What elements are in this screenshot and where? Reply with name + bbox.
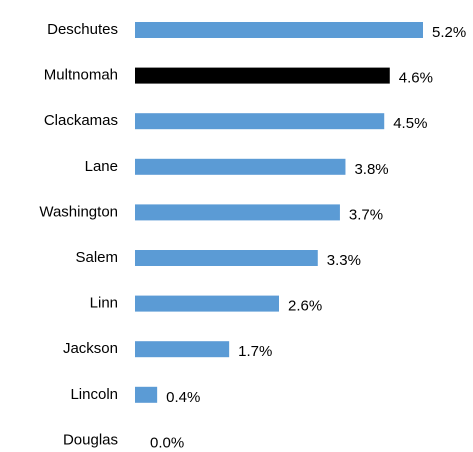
bar xyxy=(135,113,385,130)
value-label: 4.5% xyxy=(393,115,427,132)
value-label: 0.4% xyxy=(166,389,200,406)
category-label: Multnomah xyxy=(44,67,118,84)
bar xyxy=(135,67,390,84)
value-label: 3.3% xyxy=(327,252,361,269)
category-label: Lane xyxy=(85,158,118,175)
category-label: Douglas xyxy=(63,431,118,448)
value-label: 4.6% xyxy=(399,70,433,87)
category-label: Lincoln xyxy=(70,386,118,403)
category-label: Linn xyxy=(90,295,118,312)
value-label: 5.2% xyxy=(432,24,466,41)
bar xyxy=(135,22,423,38)
value-label: 2.6% xyxy=(288,298,322,315)
bar xyxy=(135,250,318,266)
category-label: Jackson xyxy=(63,340,118,357)
bar xyxy=(135,341,230,358)
category-label: Salem xyxy=(75,249,118,266)
value-label: 3.8% xyxy=(354,161,388,178)
value-label: 1.7% xyxy=(238,343,272,360)
bar xyxy=(135,204,340,221)
category-label: Clackamas xyxy=(44,112,118,129)
bar xyxy=(135,158,346,175)
category-label: Deschutes xyxy=(47,21,118,38)
value-label: 0.0% xyxy=(150,434,184,451)
bar xyxy=(135,386,158,403)
category-label: Washington xyxy=(39,203,118,220)
bar xyxy=(135,295,279,312)
value-label: 3.7% xyxy=(349,206,383,223)
